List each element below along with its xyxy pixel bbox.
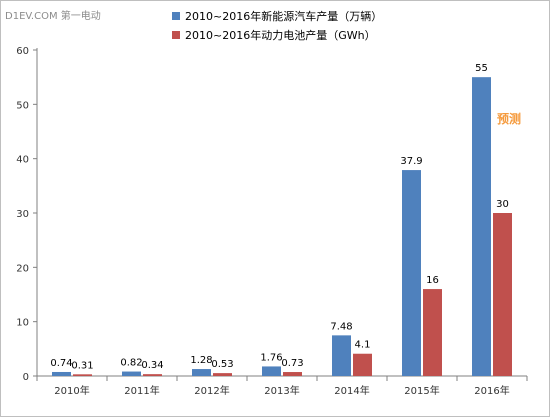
bar-series-2: [493, 213, 512, 376]
legend-label: 2010~2016年新能源汽车产量（万辆）: [185, 9, 382, 23]
y-tick-label: 30: [16, 209, 29, 220]
bar-series-1: [472, 77, 491, 377]
x-tick-label: 2012年: [194, 384, 229, 397]
bar-series-1: [402, 170, 421, 376]
x-tick-label: 2011年: [124, 384, 159, 397]
y-tick-label: 0: [23, 372, 29, 383]
x-tick-label: 2013年: [264, 384, 299, 397]
y-tick-label: 50: [16, 100, 29, 111]
data-label: 1.28: [190, 355, 212, 366]
bar-series-1: [52, 371, 71, 376]
data-label: 0.53: [211, 359, 233, 370]
x-tick-label: 2015年: [404, 384, 439, 397]
data-label: 16: [426, 275, 439, 286]
bar-series-1: [192, 369, 211, 376]
y-tick-label: 40: [16, 155, 29, 166]
x-tick-label: 2010年: [54, 384, 89, 397]
bar-series-1: [122, 371, 141, 376]
legend-swatch: [172, 31, 180, 39]
bar-series-2: [423, 289, 442, 376]
data-label: 1.76: [260, 352, 282, 363]
data-label: 0.73: [281, 358, 303, 369]
bar-series-2: [353, 353, 372, 376]
data-label: 0.74: [50, 358, 72, 369]
x-tick-label: 2014年: [334, 384, 369, 397]
data-label: 30: [496, 199, 509, 210]
data-label: 0.82: [120, 358, 142, 369]
watermark-text: D1EV.COM 第一电动: [5, 11, 101, 22]
data-label: 0.34: [141, 360, 163, 371]
legend-label: 2010~2016年动力电池产量（GWh）: [185, 28, 376, 42]
forecast-annotation: 预测: [497, 111, 521, 126]
bar-series-1: [262, 366, 281, 376]
data-label: 55: [475, 63, 488, 74]
x-tick-label: 2016年: [474, 384, 509, 397]
bar-series-1: [332, 335, 351, 376]
data-label: 7.48: [330, 321, 352, 332]
legend-swatch: [172, 12, 180, 20]
y-tick-label: 10: [16, 318, 29, 329]
bar-series-2: [213, 373, 232, 376]
bar-series-2: [143, 374, 162, 376]
y-tick-label: 20: [16, 263, 29, 274]
y-tick-label: 60: [16, 46, 29, 57]
bar-series-2: [73, 374, 92, 376]
data-label: 37.9: [400, 156, 422, 167]
data-label: 0.31: [71, 360, 93, 371]
data-label: 4.1: [355, 340, 371, 351]
bar-series-2: [283, 372, 302, 376]
